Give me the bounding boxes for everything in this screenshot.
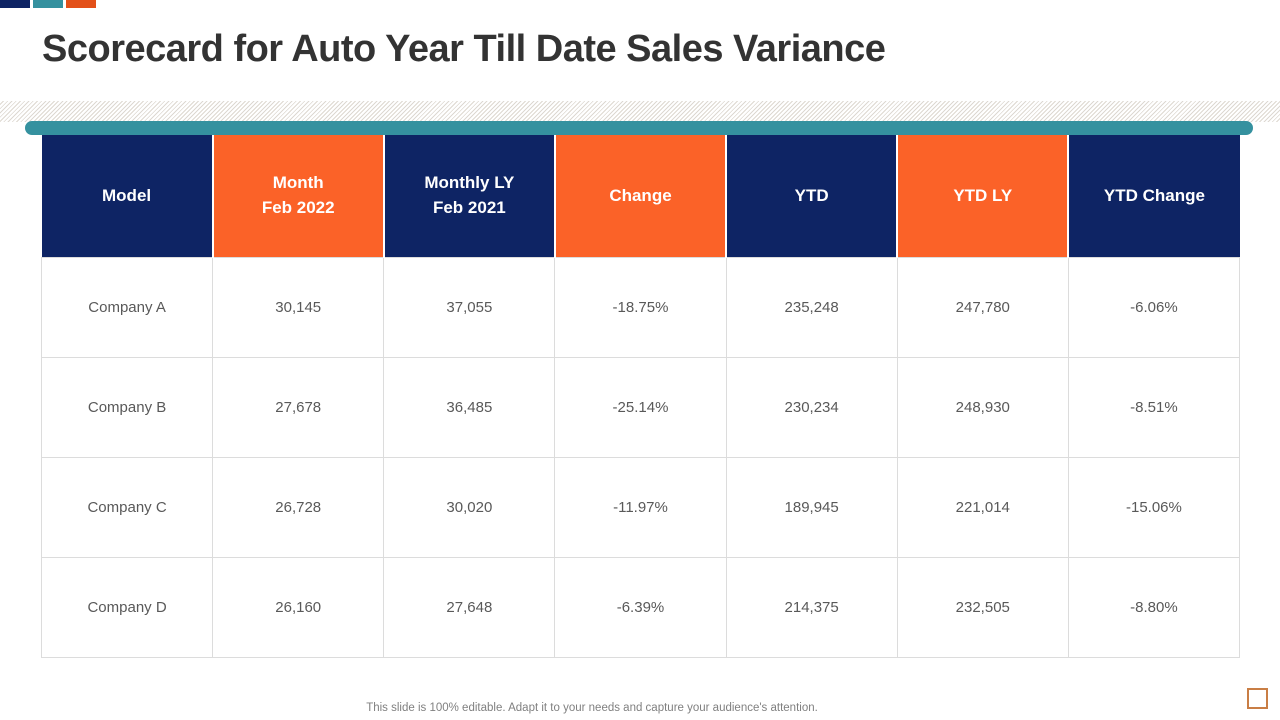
corner-bar-teal — [33, 0, 63, 8]
footer-square-decoration — [1247, 688, 1268, 709]
table-row: Company D 26,160 27,648 -6.39% 214,375 2… — [40, 557, 1241, 658]
table-row: Company B 27,678 36,485 -25.14% 230,234 … — [40, 357, 1241, 458]
cell-ytd: 235,248 — [725, 257, 898, 358]
cell-ytd: 189,945 — [725, 457, 898, 558]
cell-ytd-change: -15.06% — [1067, 457, 1241, 558]
cell-ytd-change: -8.80% — [1067, 557, 1241, 658]
footer-note: This slide is 100% editable. Adapt it to… — [366, 702, 818, 714]
column-header-change: Change — [553, 135, 727, 258]
cell-company: Company A — [40, 257, 214, 358]
cell-ytd: 230,234 — [725, 357, 898, 458]
hatch-stripe-decoration — [0, 101, 1280, 122]
cell-ytd-ly: 232,505 — [896, 557, 1069, 658]
cell-ytd: 214,375 — [725, 557, 898, 658]
cell-ytd-change: -6.06% — [1067, 257, 1241, 358]
cell-company: Company B — [40, 357, 214, 458]
column-header-month: Month Feb 2022 — [211, 135, 384, 258]
table-row: Company C 26,728 30,020 -11.97% 189,945 … — [40, 457, 1241, 558]
cell-month: 30,145 — [212, 257, 385, 358]
teal-divider-bar — [25, 121, 1253, 135]
cell-month: 26,160 — [212, 557, 385, 658]
cell-ytd-change: -8.51% — [1067, 357, 1241, 458]
column-header-ytd-change: YTD Change — [1067, 135, 1240, 258]
corner-bar-orange — [66, 0, 96, 8]
cell-monthly-ly: 30,020 — [383, 457, 556, 558]
column-header-model: Model — [41, 135, 213, 258]
cell-ytd-ly: 248,930 — [896, 357, 1069, 458]
table-header-row: Model Month Feb 2022 Monthly LY Feb 2021… — [41, 135, 1240, 258]
column-header-ytd: YTD — [725, 135, 898, 258]
cell-change: -11.97% — [554, 457, 727, 558]
table-header: Model Month Feb 2022 Monthly LY Feb 2021… — [41, 135, 1240, 258]
table-body: Company A 30,145 37,055 -18.75% 235,248 … — [40, 257, 1241, 658]
table-row: Company A 30,145 37,055 -18.75% 235,248 … — [40, 257, 1241, 358]
sales-variance-table: Model Month Feb 2022 Monthly LY Feb 2021… — [40, 135, 1241, 658]
corner-bar-navy — [0, 0, 30, 8]
cell-company: Company D — [40, 557, 214, 658]
cell-month: 26,728 — [212, 457, 385, 558]
cell-month: 27,678 — [212, 357, 385, 458]
cell-change: -25.14% — [554, 357, 727, 458]
column-header-ytd-ly: YTD LY — [896, 135, 1069, 258]
cell-change: -18.75% — [554, 257, 727, 358]
cell-monthly-ly: 37,055 — [383, 257, 556, 358]
column-header-monthly-ly: Monthly LY Feb 2021 — [382, 135, 555, 258]
cell-change: -6.39% — [554, 557, 727, 658]
cell-monthly-ly: 27,648 — [383, 557, 556, 658]
cell-ytd-ly: 247,780 — [896, 257, 1069, 358]
cell-company: Company C — [40, 457, 214, 558]
cell-ytd-ly: 221,014 — [896, 457, 1069, 558]
cell-monthly-ly: 36,485 — [383, 357, 556, 458]
slide-title: Scorecard for Auto Year Till Date Sales … — [42, 28, 886, 70]
